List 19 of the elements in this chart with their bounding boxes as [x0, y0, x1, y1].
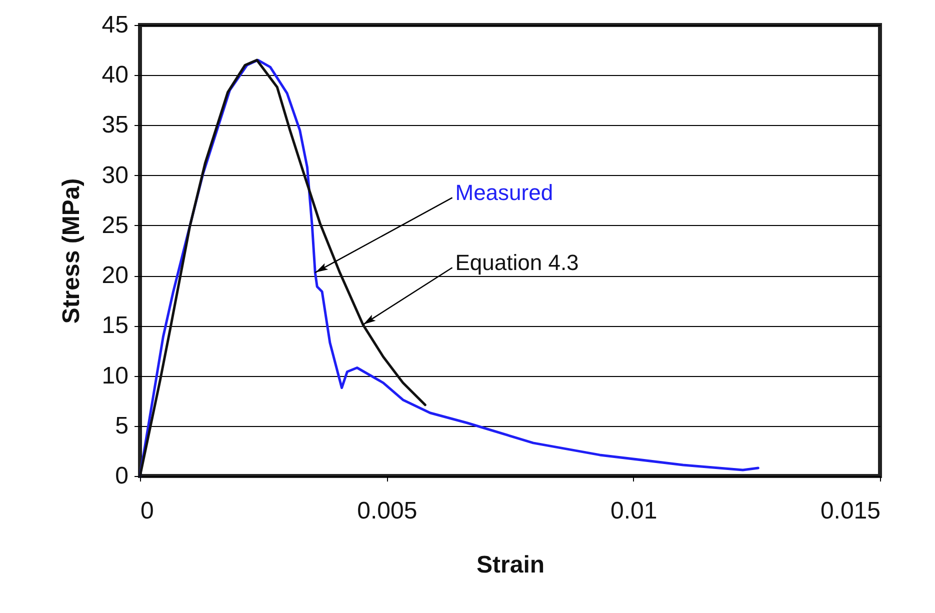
y-tick-label: 20	[102, 262, 128, 290]
y-tick-label: 25	[102, 212, 128, 239]
y-tick-label: 45	[102, 12, 128, 38]
y-tick-label: 15	[102, 312, 128, 340]
x-axis-title: Strain	[476, 552, 545, 578]
y-tick-label: 30	[102, 162, 128, 189]
x-tick-label: 0.005	[357, 498, 418, 524]
x-tick-label: 0.015	[820, 498, 880, 524]
x-tick-label: 0	[140, 498, 154, 524]
text: Measured	[455, 180, 554, 206]
y-tick-label: 0	[115, 462, 128, 490]
text: Equation 4.3	[455, 250, 579, 276]
y-tick-label: 10	[102, 362, 128, 390]
line-series	[138, 58, 426, 478]
y-tick-label: 35	[102, 112, 128, 139]
y-tick-label: 40	[102, 62, 128, 89]
x-tick-label: 0.01	[610, 498, 658, 524]
y-axis-title: Stress (MPa)	[58, 178, 85, 324]
y-tick-label: 5	[115, 412, 128, 440]
